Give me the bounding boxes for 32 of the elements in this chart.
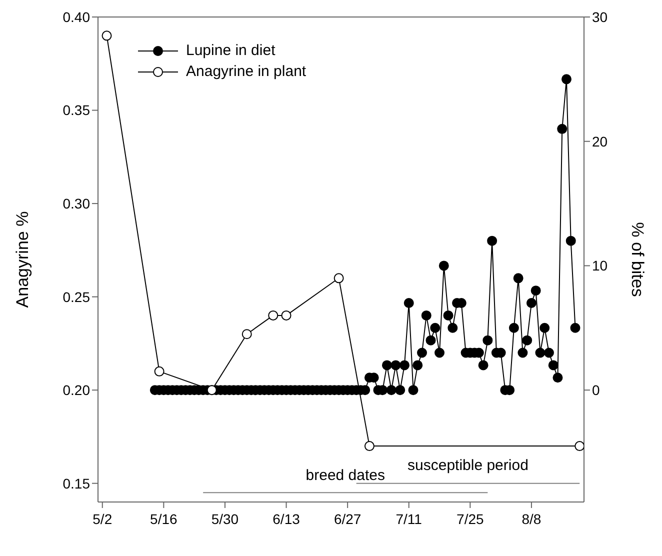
x-tick-label: 5/2 [92,510,112,527]
x-tick-label: 7/11 [396,510,422,527]
y-tick-label: 0.30 [62,196,90,212]
y2-tick-label: 0 [592,382,600,398]
legend-label: Anagyrine in plant [186,63,306,80]
point [364,441,374,452]
y-tick-label: 0.20 [62,382,90,398]
y2-tick-label: 20 [592,133,608,150]
annotation: breed dates [306,466,385,484]
y-tick-label: 0.25 [62,288,90,305]
x-tick-label: 8/8 [522,510,542,527]
x-tick-label: 6/27 [334,510,362,527]
y-tick-label: 0.35 [62,102,90,118]
point [154,366,164,376]
legend-label: Lupine in diet [186,42,276,59]
y-tick-label: 0.40 [62,8,90,25]
annotation: susceptible period [408,457,528,474]
x-tick-label: 6/13 [272,510,300,527]
point [268,310,278,320]
point [281,310,292,320]
x-tick-label: 5/16 [150,510,178,527]
y-axis-title: Anagyrine % [13,211,32,308]
point [102,30,112,41]
x-tick-label: 5/30 [211,510,239,527]
point [574,441,584,452]
y2-tick-label: 10 [592,258,608,274]
y2-tick-label: 30 [592,8,608,25]
point [242,329,252,340]
x-tick-label: 7/25 [456,510,484,527]
y-tick-label: 0.15 [62,475,90,492]
y2-axis-title: % of bites [628,222,647,297]
point [334,273,344,284]
